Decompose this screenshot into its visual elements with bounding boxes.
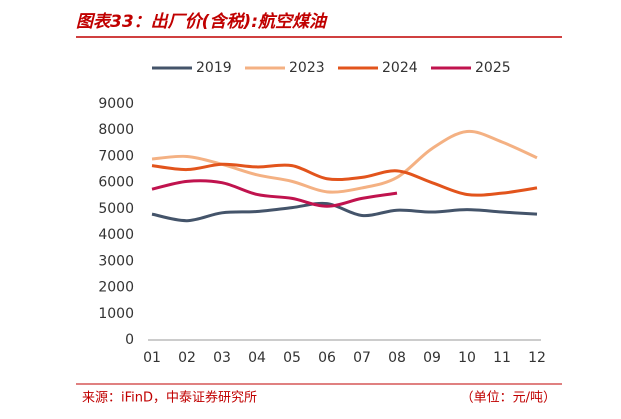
x-tick-label: 04 xyxy=(248,350,266,366)
x-tick-label: 01 xyxy=(143,350,161,366)
y-tick-label: 2000 xyxy=(98,280,134,296)
y-tick-label: 8000 xyxy=(98,122,134,138)
x-tick-label: 07 xyxy=(353,350,371,366)
y-tick-label: 1000 xyxy=(98,306,134,322)
y-tick-label: 5000 xyxy=(98,201,134,217)
chart-title: 图表33：出厂价(含税):航空煤油 xyxy=(76,12,328,32)
unit: （单位：元/吨） xyxy=(461,391,556,406)
line-series xyxy=(151,129,538,194)
x-tick-label: 12 xyxy=(528,350,546,366)
x-tick-label: 10 xyxy=(458,350,476,366)
x-tick-label: 11 xyxy=(493,350,511,366)
legend-label: 2025 xyxy=(475,60,511,76)
line-series xyxy=(151,201,538,223)
x-tick-label: 05 xyxy=(283,350,301,366)
y-tick-label: 3000 xyxy=(98,253,134,269)
line-series xyxy=(151,179,398,208)
x-tick-label: 06 xyxy=(318,350,336,366)
line-series xyxy=(151,162,538,197)
legend-label: 2023 xyxy=(289,60,325,76)
y-tick-label: 0 xyxy=(125,332,134,348)
source: 来源：iFinD，中泰证券研究所 xyxy=(82,390,257,406)
x-tick-label: 09 xyxy=(423,350,441,366)
y-tick-label: 4000 xyxy=(98,227,134,243)
x-tick-label: 08 xyxy=(388,350,406,366)
x-tick-label: 03 xyxy=(213,350,231,366)
legend-label: 2024 xyxy=(382,60,418,76)
x-tick-label: 02 xyxy=(178,350,196,366)
y-tick-label: 9000 xyxy=(98,96,134,112)
y-tick-label: 6000 xyxy=(98,175,134,191)
legend-label: 2019 xyxy=(196,60,232,76)
y-tick-label: 7000 xyxy=(98,148,134,164)
